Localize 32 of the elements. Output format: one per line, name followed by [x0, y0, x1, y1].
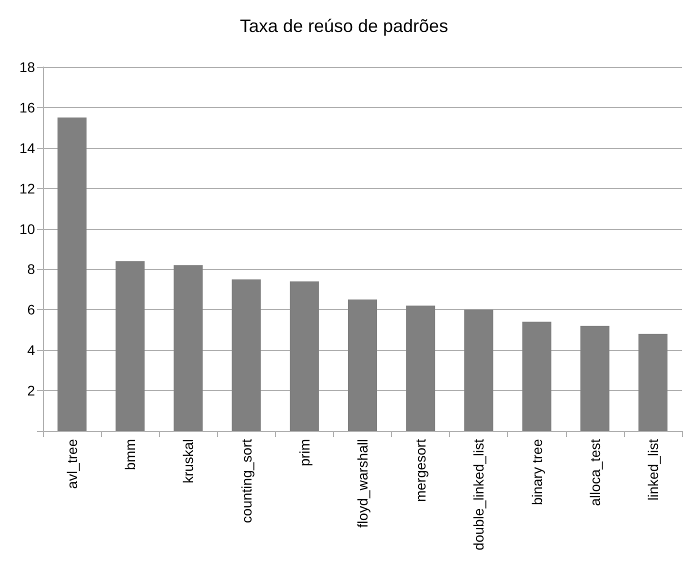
- bar: [174, 265, 203, 431]
- x-tick-label: mergesort: [412, 438, 429, 502]
- bar: [522, 322, 552, 431]
- x-tick-label: counting_sort: [238, 438, 254, 524]
- x-tick-label: kruskal: [180, 439, 196, 484]
- bar: [464, 310, 494, 431]
- y-tick-label: 4: [27, 342, 36, 358]
- y-tick-label: 8: [27, 261, 36, 278]
- x-tick-label: bmm: [122, 439, 138, 470]
- chart-title: Taxa de reúso de padrões: [240, 16, 448, 36]
- y-tick-label: 18: [19, 59, 36, 75]
- x-tick-label: binary tree: [528, 438, 545, 506]
- y-tick-label: 16: [19, 99, 36, 116]
- bar: [232, 279, 261, 431]
- bar: [580, 326, 610, 431]
- y-tick-label: 2: [27, 382, 36, 399]
- bar: [406, 306, 436, 431]
- y-tick-label: 6: [27, 302, 36, 318]
- bar: [638, 334, 668, 431]
- x-tick-label: avl_tree: [64, 438, 80, 489]
- x-tick-label: floyd_warshall: [354, 439, 370, 528]
- x-tick-label: linked_list: [644, 438, 661, 500]
- y-tick-label: 14: [19, 140, 36, 156]
- bar: [116, 261, 145, 431]
- y-tick-label: 12: [19, 180, 36, 196]
- bar: [348, 300, 378, 431]
- x-tick-label: alloca_test: [586, 438, 603, 506]
- bar: [58, 118, 87, 431]
- y-tick-label: 10: [19, 220, 36, 237]
- bar: [290, 281, 319, 431]
- x-tick-label: double_linked_list: [470, 438, 487, 550]
- x-tick-label: prim: [296, 439, 312, 466]
